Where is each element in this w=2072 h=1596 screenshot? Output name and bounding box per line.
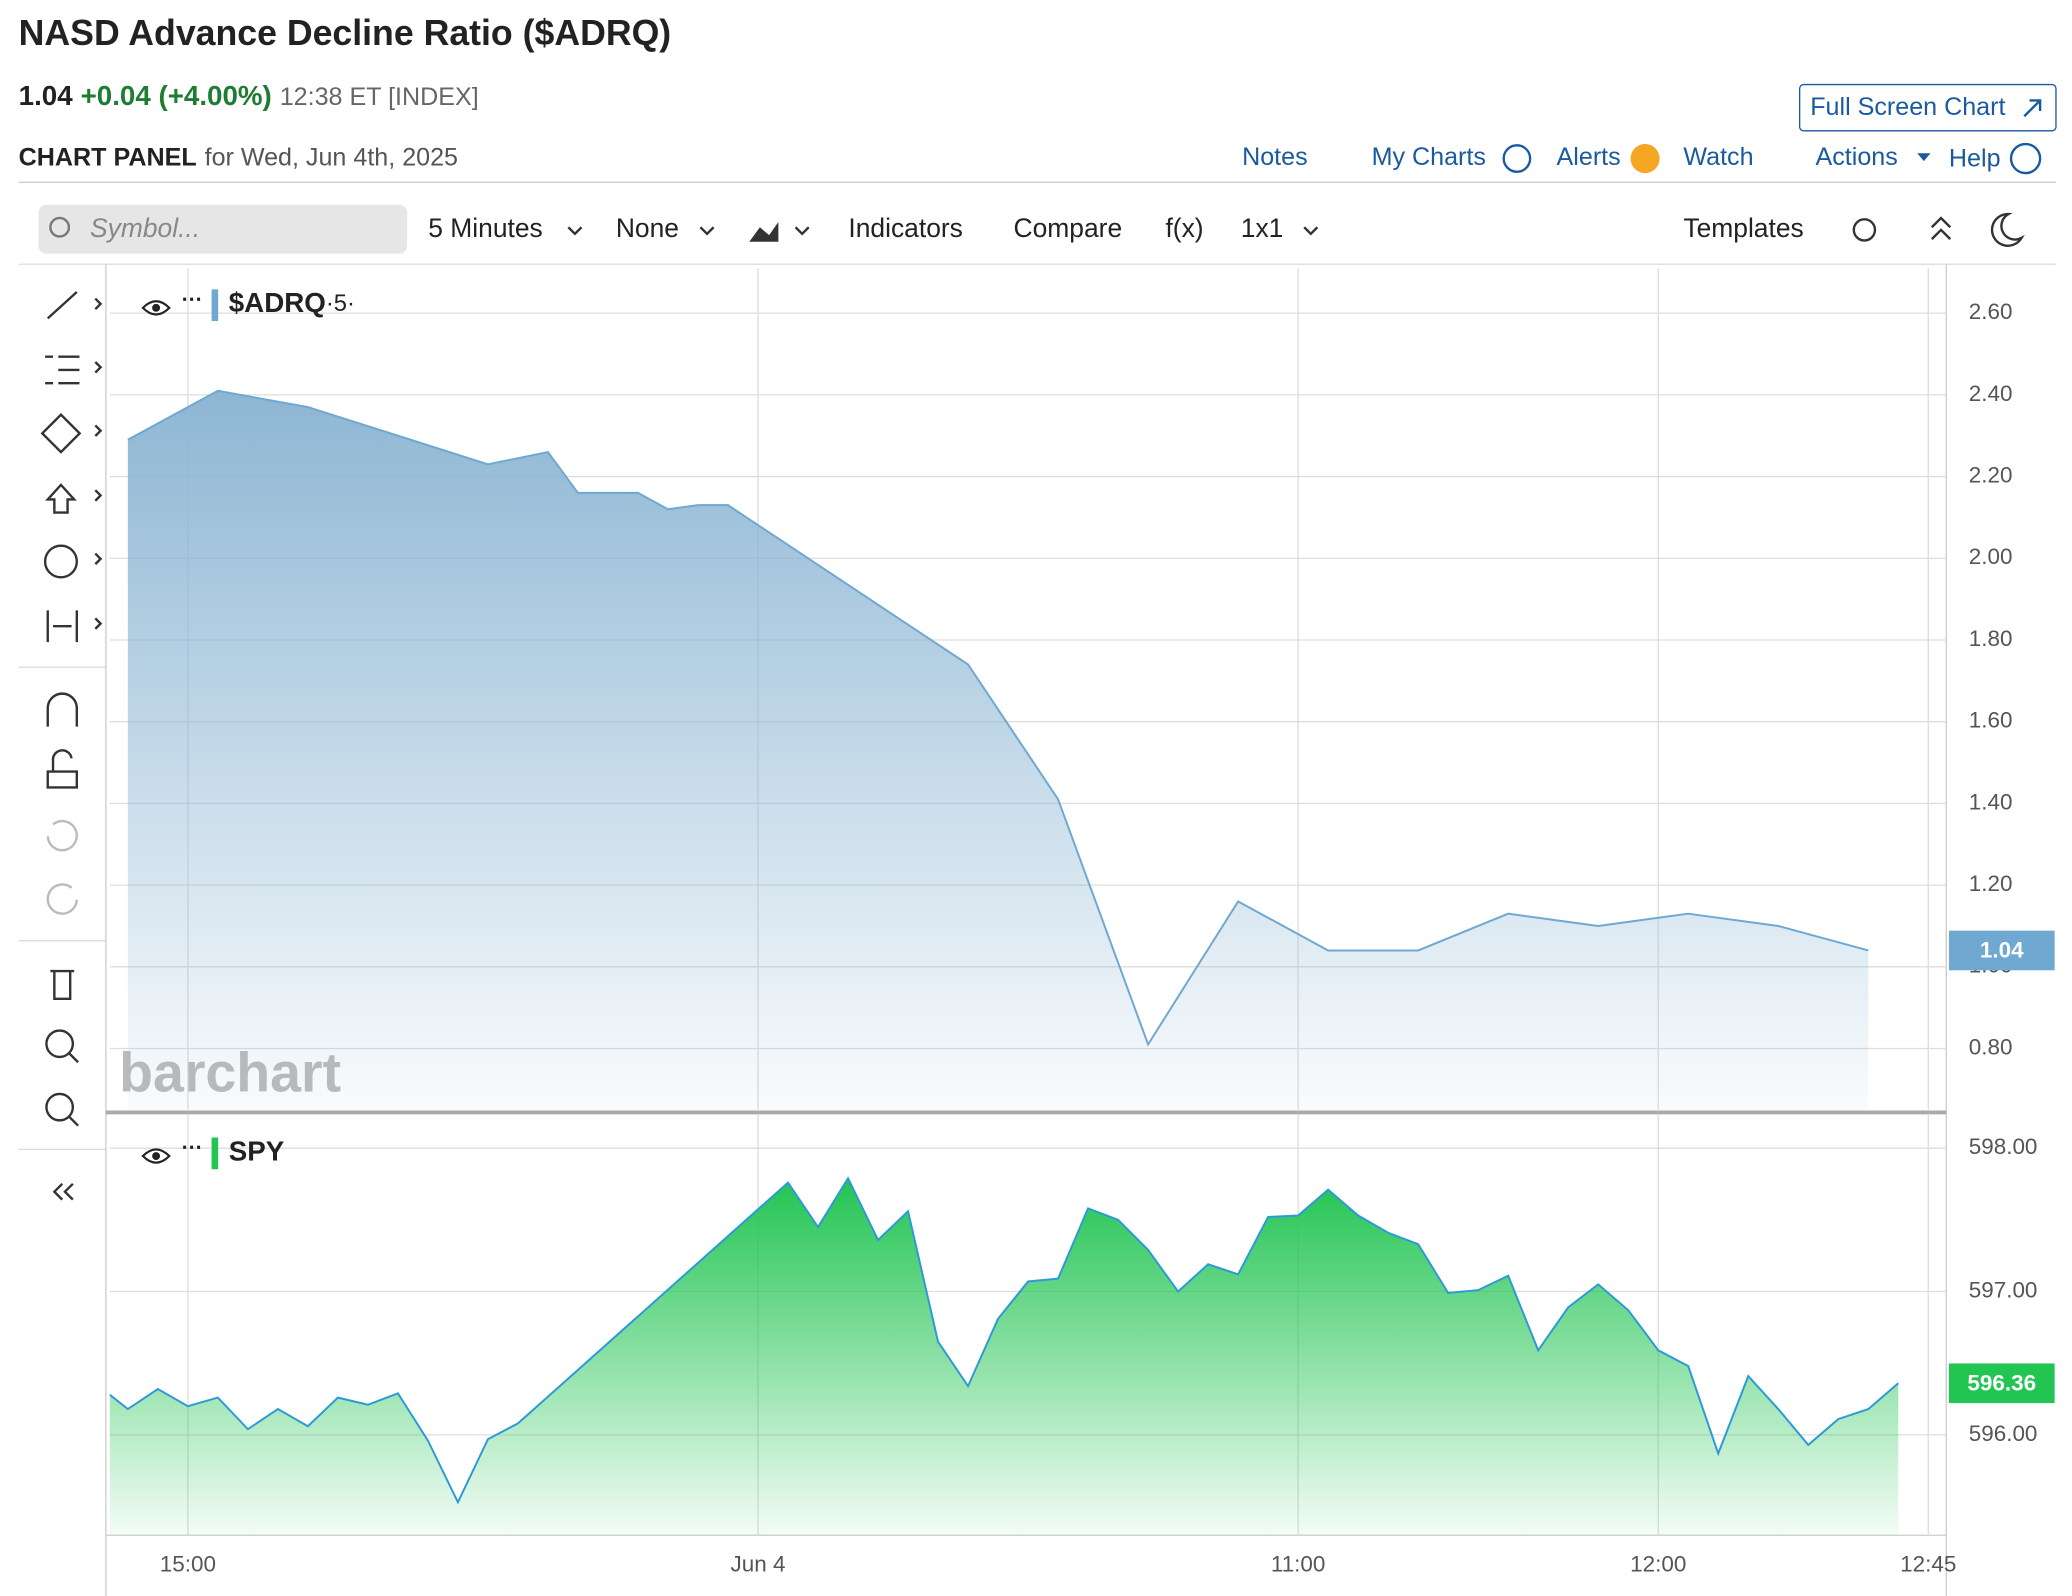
y-tick-label: 1.60 <box>1969 708 2013 733</box>
last-value-label: 596.36 <box>1967 1371 2036 1396</box>
alert-icon <box>1630 144 1660 174</box>
search-icon <box>49 216 71 238</box>
y-tick-label: 2.60 <box>1969 299 2013 324</box>
x-tick-label: 12:45 <box>1900 1552 1956 1577</box>
y-tick-label: 1.40 <box>1969 789 2013 814</box>
area-fill <box>109 1178 1899 1536</box>
plus-icon <box>1502 144 1532 173</box>
eye-pupil <box>152 303 161 312</box>
series-name: SPY <box>229 1136 285 1167</box>
link[interactable]: Actions <box>1816 143 1898 171</box>
full-screen-label[interactable]: Full Screen Chart <box>1810 93 2005 121</box>
toolbar-item[interactable]: Indicators <box>848 213 962 243</box>
link[interactable]: Notes <box>1242 143 1308 171</box>
arrow-icon <box>2023 99 2042 118</box>
eye-icon <box>141 300 171 316</box>
chart-style-icon <box>749 221 779 242</box>
y-tick-label: 598.00 <box>1969 1134 2038 1159</box>
series-line <box>109 1176 1899 1505</box>
last-value-box <box>1948 1363 2055 1404</box>
y-tick-label: 2.40 <box>1969 381 2013 406</box>
panel-date: for Wed, Jun 4th, 2025 <box>205 143 458 171</box>
y-tick-label: 597.00 <box>1969 1277 2038 1302</box>
area-fill <box>127 390 1869 1110</box>
templates[interactable]: Templates <box>1683 213 1803 243</box>
dropdown-carets <box>567 226 1319 236</box>
series-name: $ADRQ <box>229 288 326 319</box>
x-tick-label: Jun 4 <box>731 1552 786 1577</box>
y-tick-label: 0.80 <box>1969 1034 2013 1059</box>
drawing-tools <box>40 291 103 1201</box>
last-value-box <box>1948 930 2055 971</box>
legend-label: SPY <box>229 1136 285 1167</box>
link[interactable]: Alerts <box>1557 143 1621 171</box>
eye-icon <box>141 1148 171 1164</box>
price: 1.04 <box>19 80 74 111</box>
y-tick-label: 2.00 <box>1969 544 2013 569</box>
symbol-search[interactable] <box>38 204 408 254</box>
interval-label: ·5· <box>326 290 355 317</box>
menu-dots: ⋯ <box>181 1136 202 1159</box>
collapse-icon[interactable] <box>1930 216 1952 240</box>
settings-icon[interactable] <box>1852 218 1877 242</box>
y-tick-label: 1.20 <box>1969 871 2013 896</box>
menu-dots: ⋯ <box>181 287 202 310</box>
legend-swatch <box>211 1137 219 1170</box>
eye-pupil <box>152 1152 161 1161</box>
interval[interactable]: 5 Minutes <box>428 213 542 243</box>
full-screen-button[interactable] <box>1798 83 2057 132</box>
y-tick-label: 596.00 <box>1969 1421 2038 1446</box>
link[interactable]: Help <box>1949 144 2001 172</box>
overlay[interactable]: None <box>616 213 679 243</box>
y-tick-label: 2.20 <box>1969 462 2013 487</box>
toolbar-item[interactable]: f(x) <box>1165 213 1203 243</box>
x-tick-label: 15:00 <box>160 1552 216 1577</box>
y-tick-label: 1.80 <box>1969 626 2013 651</box>
panel-heading: CHART PANEL for Wed, Jun 4th, 2025 <box>19 143 458 171</box>
link[interactable]: My Charts <box>1372 143 1486 171</box>
link[interactable]: Watch <box>1683 143 1753 171</box>
x-tick-label: 11:00 <box>1271 1552 1326 1577</box>
legend-label: $ADRQ·5· <box>229 288 355 319</box>
panel-label: CHART PANEL <box>19 143 197 171</box>
page-title: NASD Advance Decline Ratio ($ADRQ) <box>19 13 672 53</box>
dark-mode-icon[interactable] <box>1990 212 2025 247</box>
toolbar-item[interactable]: Compare <box>1014 213 1123 243</box>
x-tick-label: 12:00 <box>1630 1552 1686 1577</box>
change: +0.04 (+4.00%) <box>81 80 272 111</box>
legend-swatch <box>211 289 219 322</box>
quote: 1.04 +0.04 (+4.00%) 12:38 ET [INDEX] <box>19 80 479 111</box>
time-info: 12:38 ET [INDEX] <box>280 82 479 110</box>
search-placeholder[interactable]: Symbol... <box>90 213 200 243</box>
caret <box>1917 153 1931 162</box>
last-value-label: 1.04 <box>1980 938 2024 963</box>
layout[interactable]: 1x1 <box>1241 213 1284 243</box>
series-line <box>127 389 1869 1047</box>
help-icon <box>2009 142 2042 175</box>
